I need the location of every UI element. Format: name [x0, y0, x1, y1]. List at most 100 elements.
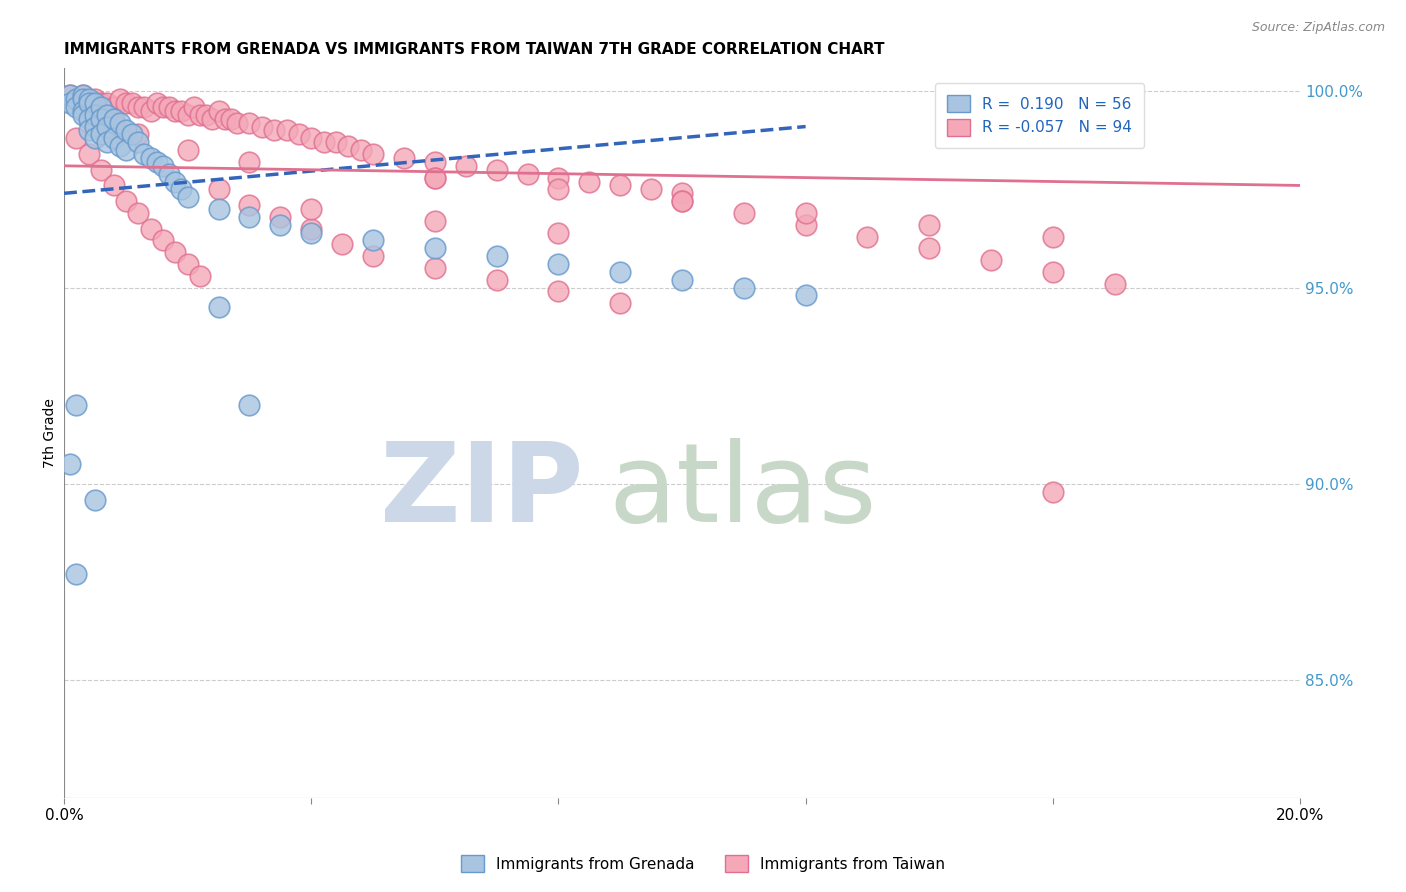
Point — [176, 108, 198, 122]
Point — [269, 210, 291, 224]
Point — [72, 100, 94, 114]
Point — [547, 257, 569, 271]
Point — [207, 300, 229, 314]
Point — [276, 123, 298, 137]
Point — [108, 92, 131, 106]
Legend: Immigrants from Grenada, Immigrants from Taiwan: Immigrants from Grenada, Immigrants from… — [453, 847, 953, 880]
Point — [84, 92, 107, 106]
Point — [127, 135, 149, 149]
Point — [609, 178, 631, 193]
Point — [103, 178, 125, 193]
Point — [238, 210, 260, 224]
Point — [980, 253, 1002, 268]
Point — [72, 88, 94, 103]
Point — [423, 170, 446, 185]
Point — [165, 175, 187, 189]
Point — [59, 457, 82, 471]
Point — [90, 112, 112, 126]
Y-axis label: 7th Grade: 7th Grade — [44, 398, 58, 467]
Point — [134, 147, 156, 161]
Point — [103, 112, 125, 126]
Point — [157, 167, 180, 181]
Point — [65, 100, 87, 114]
Point — [96, 120, 118, 134]
Point — [84, 108, 107, 122]
Point — [337, 139, 360, 153]
Point — [115, 194, 138, 209]
Point — [90, 128, 112, 142]
Point — [918, 218, 941, 232]
Point — [90, 95, 112, 110]
Point — [361, 249, 384, 263]
Point — [96, 108, 118, 122]
Point — [547, 170, 569, 185]
Point — [108, 139, 131, 153]
Point — [127, 100, 149, 114]
Point — [207, 202, 229, 216]
Point — [65, 92, 87, 106]
Point — [139, 103, 162, 118]
Point — [90, 100, 112, 114]
Point — [103, 100, 125, 114]
Point — [856, 229, 879, 244]
Point — [115, 123, 138, 137]
Point — [794, 288, 817, 302]
Point — [547, 285, 569, 299]
Point — [485, 162, 508, 177]
Point — [152, 159, 174, 173]
Point — [134, 100, 156, 114]
Point — [299, 226, 322, 240]
Text: Source: ZipAtlas.com: Source: ZipAtlas.com — [1251, 21, 1385, 34]
Point — [423, 214, 446, 228]
Point — [84, 131, 107, 145]
Point — [671, 273, 693, 287]
Point — [219, 112, 242, 126]
Point — [157, 100, 180, 114]
Point — [330, 237, 353, 252]
Point — [103, 115, 125, 129]
Point — [90, 162, 112, 177]
Point — [139, 151, 162, 165]
Point — [299, 221, 322, 235]
Point — [121, 95, 143, 110]
Point — [77, 112, 100, 126]
Point — [1042, 265, 1064, 279]
Point — [127, 128, 149, 142]
Point — [72, 88, 94, 103]
Point — [59, 88, 82, 103]
Point — [65, 567, 87, 582]
Point — [103, 131, 125, 145]
Point — [547, 226, 569, 240]
Point — [1042, 484, 1064, 499]
Point — [794, 206, 817, 220]
Point — [361, 147, 384, 161]
Point — [65, 92, 87, 106]
Text: IMMIGRANTS FROM GRENADA VS IMMIGRANTS FROM TAIWAN 7TH GRADE CORRELATION CHART: IMMIGRANTS FROM GRENADA VS IMMIGRANTS FR… — [65, 42, 884, 57]
Point — [299, 202, 322, 216]
Point — [108, 115, 131, 129]
Point — [226, 115, 249, 129]
Point — [423, 260, 446, 275]
Point — [269, 218, 291, 232]
Point — [72, 108, 94, 122]
Point — [250, 120, 273, 134]
Point — [238, 154, 260, 169]
Point — [485, 273, 508, 287]
Point — [77, 123, 100, 137]
Point — [72, 92, 94, 106]
Point — [392, 151, 415, 165]
Point — [423, 241, 446, 255]
Point — [84, 95, 107, 110]
Point — [454, 159, 477, 173]
Point — [1042, 229, 1064, 244]
Point — [165, 103, 187, 118]
Point — [263, 123, 285, 137]
Point — [77, 95, 100, 110]
Point — [207, 103, 229, 118]
Point — [423, 170, 446, 185]
Point — [59, 95, 82, 110]
Point — [165, 245, 187, 260]
Point — [170, 182, 193, 196]
Point — [139, 221, 162, 235]
Point — [188, 108, 211, 122]
